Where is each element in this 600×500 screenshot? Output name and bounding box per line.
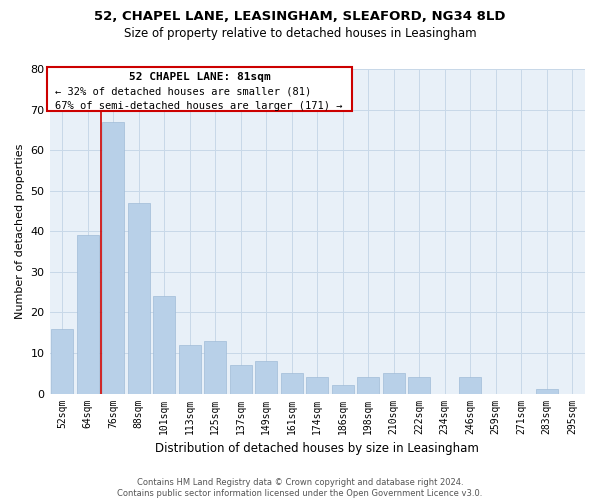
Bar <box>383 374 404 394</box>
Bar <box>154 296 175 394</box>
Bar <box>332 386 353 394</box>
Bar <box>77 236 98 394</box>
Text: ← 32% of detached houses are smaller (81): ← 32% of detached houses are smaller (81… <box>55 87 311 97</box>
Text: 67% of semi-detached houses are larger (171) →: 67% of semi-detached houses are larger (… <box>55 101 343 111</box>
X-axis label: Distribution of detached houses by size in Leasingham: Distribution of detached houses by size … <box>155 442 479 455</box>
Bar <box>128 203 149 394</box>
Text: Contains HM Land Registry data © Crown copyright and database right 2024.
Contai: Contains HM Land Registry data © Crown c… <box>118 478 482 498</box>
Bar <box>230 365 251 394</box>
Y-axis label: Number of detached properties: Number of detached properties <box>15 144 25 319</box>
FancyBboxPatch shape <box>47 68 352 111</box>
Bar <box>103 122 124 394</box>
Text: 52, CHAPEL LANE, LEASINGHAM, SLEAFORD, NG34 8LD: 52, CHAPEL LANE, LEASINGHAM, SLEAFORD, N… <box>94 10 506 23</box>
Bar <box>409 378 430 394</box>
Bar <box>536 390 557 394</box>
Bar <box>256 361 277 394</box>
Bar <box>205 341 226 394</box>
Bar <box>179 345 200 394</box>
Text: Size of property relative to detached houses in Leasingham: Size of property relative to detached ho… <box>124 28 476 40</box>
Text: 52 CHAPEL LANE: 81sqm: 52 CHAPEL LANE: 81sqm <box>128 72 271 82</box>
Bar <box>358 378 379 394</box>
Bar <box>307 378 328 394</box>
Bar <box>460 378 481 394</box>
Bar <box>281 374 302 394</box>
Bar <box>52 328 73 394</box>
